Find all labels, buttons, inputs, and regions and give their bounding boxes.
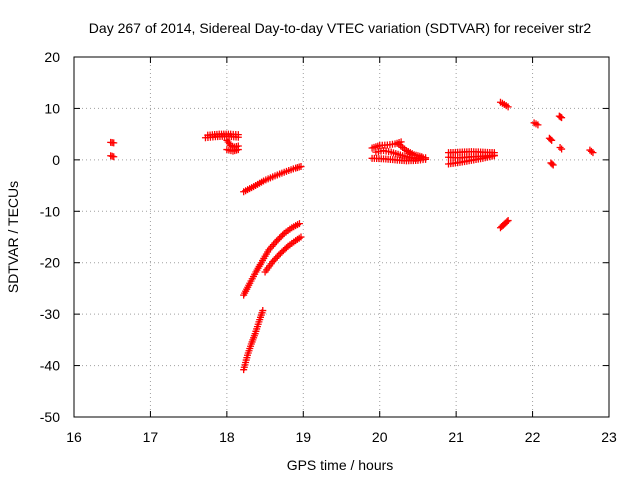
y-tick-labels: 20 10 0 -10 -20 -30 -40 -50	[40, 49, 60, 425]
data-point	[549, 161, 557, 169]
data-point	[547, 135, 555, 143]
data-point	[234, 131, 242, 139]
data-point	[273, 253, 281, 261]
y-tick-label: -10	[40, 203, 60, 219]
data-point	[548, 160, 556, 168]
data-point	[110, 139, 118, 147]
series-s3	[240, 163, 305, 374]
data-point	[587, 147, 595, 155]
series-s5	[445, 148, 498, 168]
data-point	[297, 163, 305, 171]
x-tick-label: 20	[372, 429, 388, 445]
data-point	[418, 153, 426, 161]
data-point	[558, 114, 566, 122]
data-point	[234, 146, 242, 154]
data-point	[269, 258, 277, 266]
data-point	[297, 233, 305, 241]
x-axis-label: GPS time / hours	[287, 457, 394, 473]
y-tick-label: 0	[52, 152, 60, 168]
data-point	[110, 153, 118, 161]
plot-frame	[73, 56, 610, 418]
x-tick-label: 21	[448, 429, 464, 445]
data-point	[558, 145, 566, 153]
x-tick-labels: 16 17 18 19 20 21 22 23	[66, 429, 617, 445]
data-point	[589, 149, 597, 157]
x-tick-label: 19	[295, 429, 311, 445]
y-tick-label: -50	[40, 409, 60, 425]
data-point	[273, 237, 281, 245]
data-point	[277, 232, 285, 240]
series-s6	[496, 98, 597, 232]
y-tick-label: 10	[44, 100, 60, 116]
data-point	[295, 220, 303, 228]
x-tick-label: 17	[143, 429, 159, 445]
y-tick-label: -40	[40, 358, 60, 374]
chart-title: Day 267 of 2014, Sidereal Day-to-day VTE…	[89, 20, 592, 36]
data-point	[276, 234, 284, 242]
data-point	[490, 149, 498, 157]
data-point	[270, 256, 278, 264]
data-point	[556, 144, 564, 152]
data-point	[422, 154, 430, 162]
grid-layer	[74, 57, 609, 417]
series-s4	[368, 138, 430, 165]
data-point	[548, 136, 556, 144]
x-tick-label: 18	[219, 429, 235, 445]
series-s1	[107, 138, 118, 161]
y-tick-label: 20	[44, 49, 60, 65]
x-tick-label: 23	[601, 429, 617, 445]
ticks-layer	[73, 56, 610, 418]
data-point	[503, 218, 511, 226]
data-point	[275, 251, 283, 259]
series-s2	[201, 130, 242, 155]
y-tick-label: -20	[40, 255, 60, 271]
data-point	[272, 254, 280, 262]
y-axis-label: SDTVAR / TECUs	[5, 181, 21, 293]
data-point	[504, 103, 512, 111]
data-point	[259, 307, 267, 315]
data-point	[556, 113, 564, 121]
marks-layer	[107, 98, 597, 374]
data-point	[274, 236, 282, 244]
x-tick-label: 16	[66, 429, 82, 445]
data-point	[504, 217, 512, 225]
data-point	[534, 121, 542, 129]
y-tick-label: -30	[40, 306, 60, 322]
x-tick-label: 22	[525, 429, 541, 445]
